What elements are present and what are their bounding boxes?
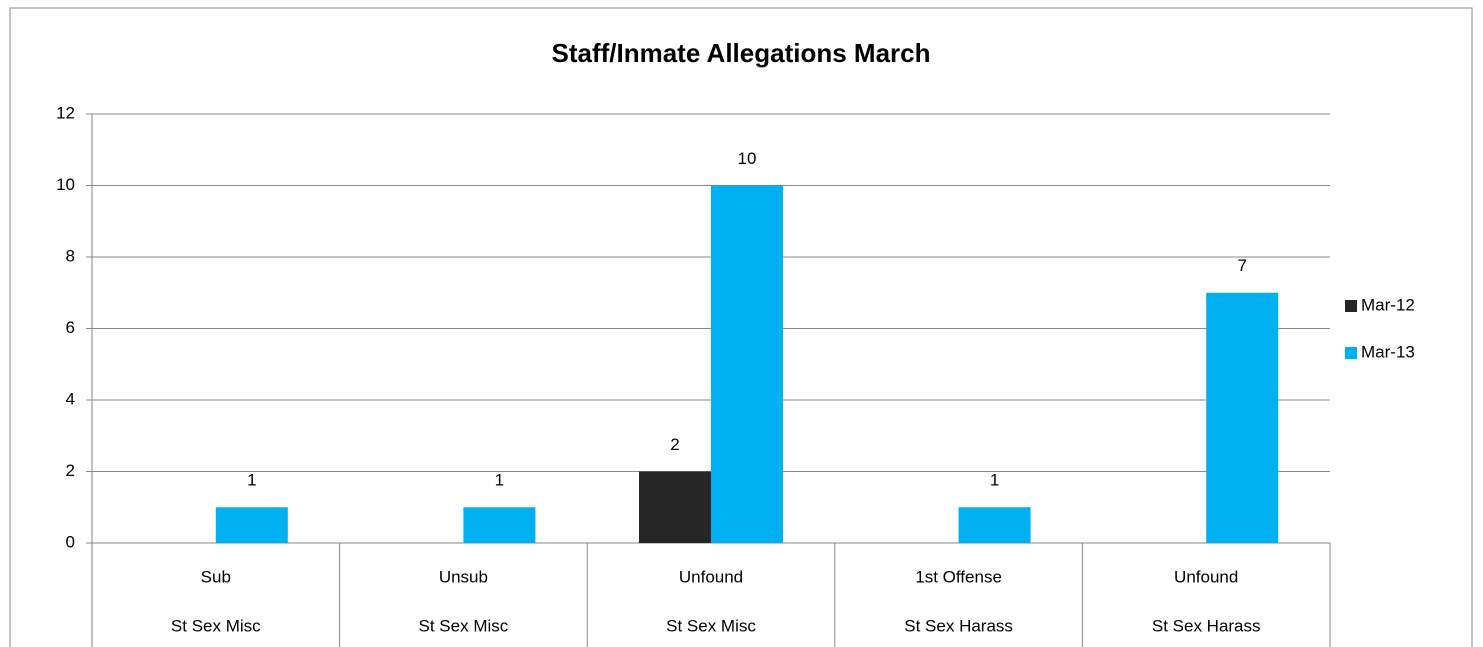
data-label: 1 <box>247 471 256 490</box>
x-tick-label: Unfound <box>679 567 743 586</box>
chart-title: Staff/Inmate Allegations March <box>552 38 931 68</box>
x-group-label: St Sex Misc <box>171 616 261 635</box>
y-tick-label: 4 <box>66 389 75 408</box>
data-label: 1 <box>495 471 504 490</box>
data-label: 7 <box>1237 256 1246 275</box>
x-group-label: St Sex Harass <box>1152 616 1261 635</box>
bar <box>463 507 536 543</box>
y-tick-label: 10 <box>56 175 75 194</box>
data-label: 10 <box>738 149 757 168</box>
data-label: 2 <box>670 435 679 454</box>
legend-label: Mar-13 <box>1361 342 1415 361</box>
y-tick-label: 6 <box>66 318 75 337</box>
bar <box>958 507 1031 543</box>
x-tick-label: Sub <box>201 567 231 586</box>
x-group-label: St Sex Harass <box>904 616 1013 635</box>
x-tick-label: Unfound <box>1174 567 1238 586</box>
x-tick-label: Unsub <box>439 567 488 586</box>
x-group-label: St Sex Misc <box>419 616 509 635</box>
bar <box>639 471 711 543</box>
y-tick-label: 8 <box>66 246 75 265</box>
y-tick-label: 12 <box>56 103 75 122</box>
legend-label: Mar-12 <box>1361 295 1415 314</box>
bar <box>711 185 783 543</box>
bar <box>1206 292 1279 543</box>
x-tick-label: 1st Offense <box>915 567 1002 586</box>
y-tick-label: 2 <box>66 461 75 480</box>
legend-swatch <box>1345 300 1357 312</box>
data-label: 1 <box>990 471 999 490</box>
bar <box>215 507 288 543</box>
x-group-label: St Sex Misc <box>666 616 756 635</box>
legend-swatch <box>1345 347 1357 359</box>
y-tick-label: 0 <box>66 532 75 551</box>
